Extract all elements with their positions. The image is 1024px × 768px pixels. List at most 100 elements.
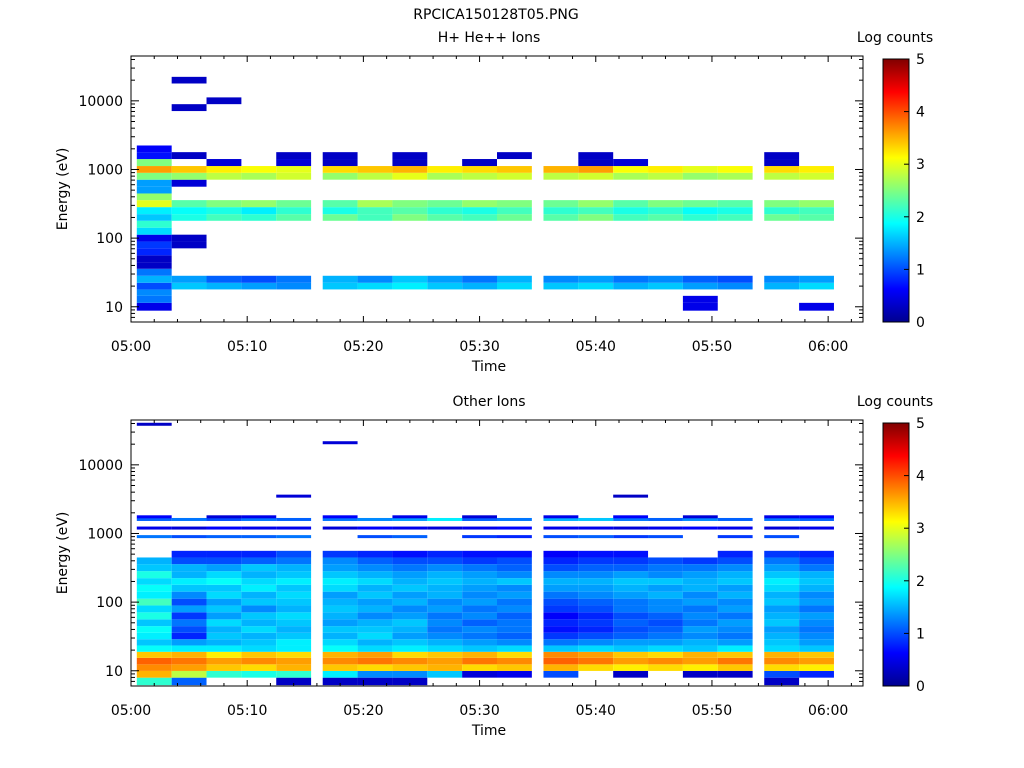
heatmap-cell [648, 584, 683, 592]
heatmap-cell [497, 571, 532, 579]
heatmap-cell [392, 159, 428, 167]
heatmap-cell [241, 282, 277, 290]
heatmap-cell [171, 632, 207, 640]
heatmap-cell [392, 591, 428, 599]
heatmap-line-cell [648, 535, 683, 539]
heatmap-cell [206, 557, 242, 565]
heatmap-cell [241, 571, 277, 579]
heatmap-cell [543, 282, 579, 290]
heatmap-cell [357, 275, 393, 283]
heatmap-line-cell [613, 517, 649, 521]
heatmap-cell [613, 564, 649, 572]
heatmap-cell [357, 677, 393, 686]
heatmap-cell [497, 275, 532, 283]
heatmap-cell [171, 214, 207, 221]
heatmap-cell [136, 152, 172, 160]
heatmap-cell [764, 159, 800, 167]
heatmap-cell [497, 282, 532, 290]
heatmap-cell [462, 166, 497, 173]
heatmap-cell [682, 295, 718, 303]
heatmap-cell [578, 626, 614, 633]
colorbar [882, 422, 910, 687]
heatmap-cell [357, 670, 393, 678]
heatmap-cell [764, 619, 800, 627]
heatmap-cell [171, 670, 207, 678]
heatmap-cell [136, 227, 172, 235]
heatmap-line-cell [717, 517, 753, 521]
heatmap-cell [427, 200, 463, 208]
heatmap-cell [764, 605, 800, 613]
heatmap-cell [578, 172, 614, 180]
heatmap-cell [682, 172, 718, 180]
heatmap-cell [322, 166, 358, 173]
heatmap-cell [357, 584, 393, 592]
heatmap-cell [462, 578, 497, 585]
heatmap-cell [497, 584, 532, 592]
heatmap-cell [357, 605, 393, 613]
heatmap-cell [764, 598, 800, 606]
heatmap-cell [322, 275, 358, 283]
heatmap-cell [427, 664, 463, 671]
heatmap-cell [136, 193, 172, 201]
heatmap-cell [136, 248, 172, 256]
heatmap-cell [427, 275, 463, 283]
heatmap-cell [136, 255, 172, 263]
heatmap-cell [427, 657, 463, 665]
heatmap-cell [136, 262, 172, 269]
x-tick-label: 05:00 [111, 703, 151, 719]
heatmap-cell [276, 571, 312, 579]
heatmap-cell [613, 670, 649, 678]
heatmap-line-cell [764, 535, 800, 539]
heatmap-cell [764, 584, 800, 592]
heatmap-cell [206, 664, 242, 671]
heatmap-cell [322, 172, 358, 180]
heatmap-cell [799, 302, 834, 311]
heatmap-cell [136, 220, 172, 228]
heatmap-cell [578, 571, 614, 579]
heatmap-cell [392, 152, 428, 160]
x-axis-label: Time [471, 723, 506, 739]
heatmap-cell [171, 241, 207, 249]
heatmap-line-cell [357, 535, 393, 539]
heatmap-cell [392, 651, 428, 658]
heatmap-cell [206, 612, 242, 620]
heatmap-cell [497, 152, 532, 160]
heatmap-cell [171, 645, 207, 652]
y-tick-label: 10000 [78, 458, 123, 474]
heatmap-cell [578, 557, 614, 565]
heatmap-line-cell [578, 517, 614, 521]
heatmap-cell [322, 645, 358, 652]
heatmap-cell [392, 670, 428, 678]
heatmap-cell [799, 584, 834, 592]
heatmap-line-cell [392, 535, 428, 539]
heatmap-line-cell [392, 526, 428, 530]
heatmap-cell [357, 591, 393, 599]
heatmap-cell [613, 664, 649, 671]
heatmap-cell [241, 166, 277, 173]
heatmap-cell [717, 626, 753, 633]
heatmap-cell [682, 584, 718, 592]
heatmap-cell [357, 651, 393, 658]
heatmap-cell [462, 639, 497, 646]
heatmap-cell [392, 550, 428, 558]
heatmap-cell [322, 207, 358, 215]
heatmap-cell [276, 619, 312, 627]
heatmap-cell [613, 172, 649, 180]
heatmap-cell [392, 598, 428, 606]
heatmap-cell [717, 632, 753, 640]
heatmap-cell [241, 214, 277, 221]
heatmap-cell [171, 550, 207, 558]
heatmap-cell [764, 550, 800, 558]
heatmap-cell [392, 578, 428, 585]
heatmap-cell [613, 207, 649, 215]
heatmap-cell [392, 207, 428, 215]
heatmap-cell [427, 651, 463, 658]
heatmap-cell [171, 677, 207, 686]
heatmap-cell [717, 645, 753, 652]
heatmap-cell [799, 651, 834, 658]
heatmap-cell [543, 578, 579, 585]
heatmap-cell [682, 598, 718, 606]
heatmap-cell [241, 664, 277, 671]
heatmap-cell [578, 550, 614, 558]
heatmap-cell [322, 578, 358, 585]
